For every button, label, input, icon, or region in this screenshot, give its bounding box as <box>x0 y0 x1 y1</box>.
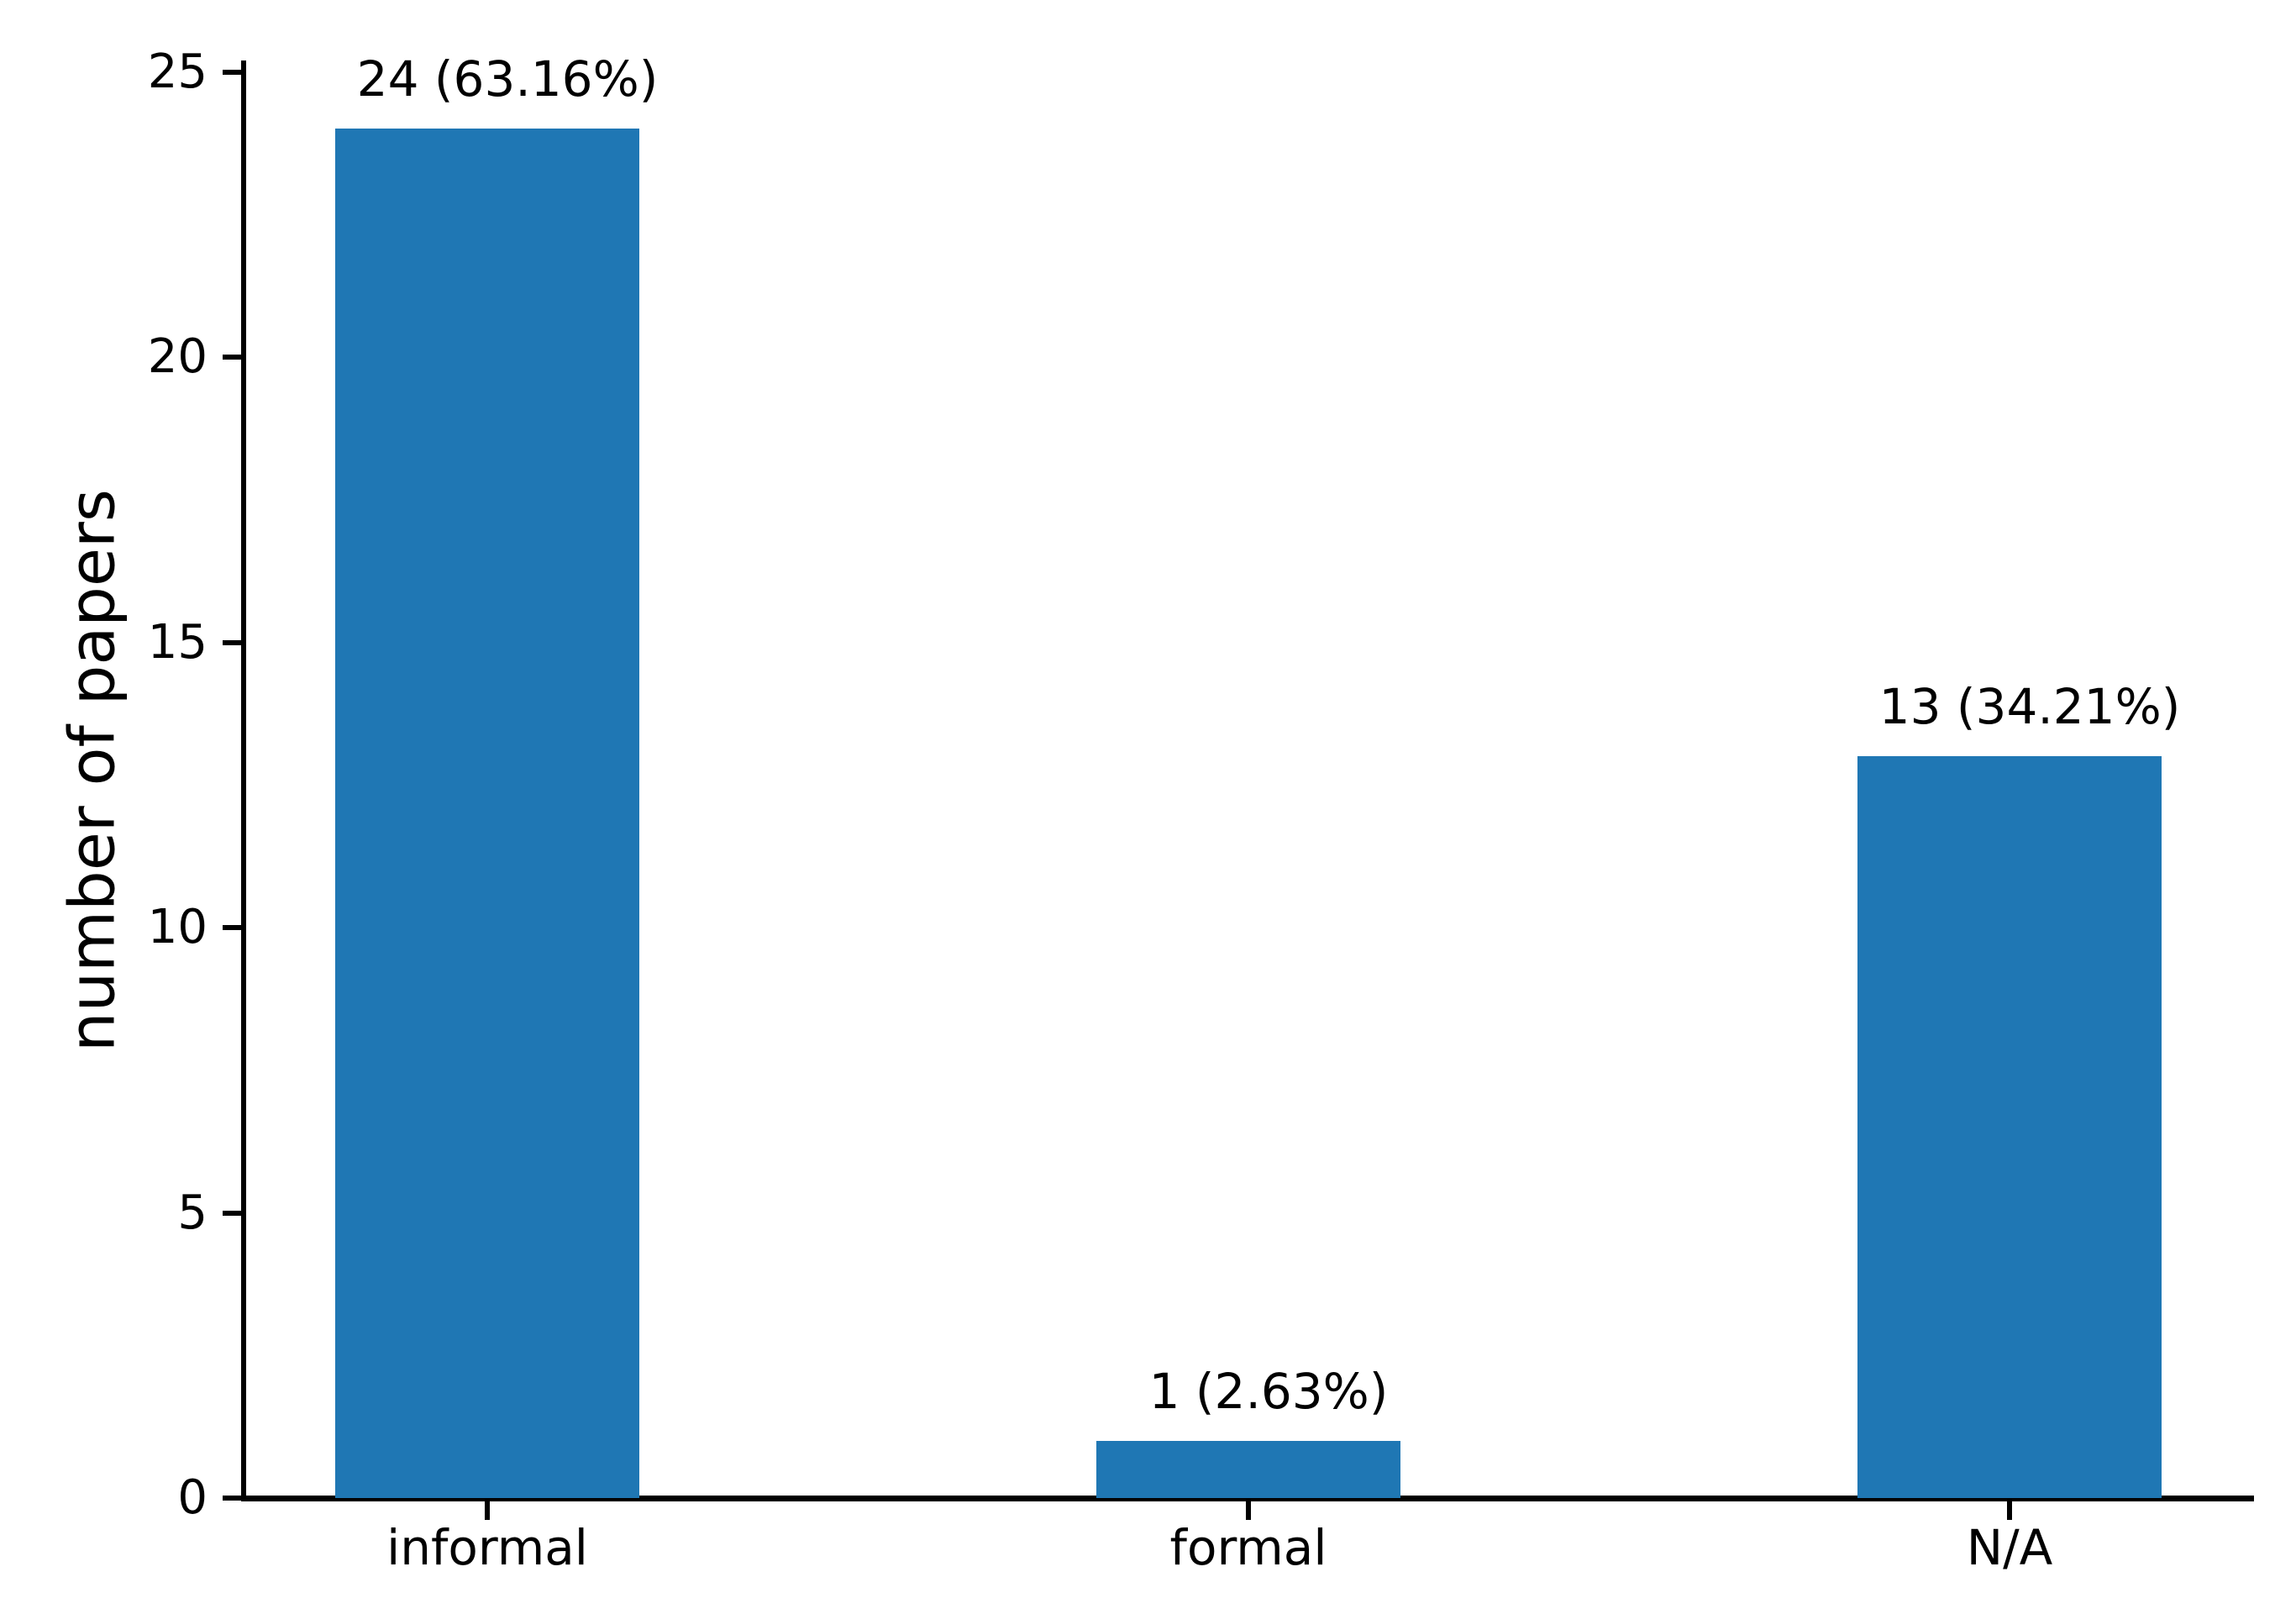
y-tick-mark <box>223 639 241 645</box>
y-tick-label: 10 <box>147 900 208 955</box>
y-tick-label: 20 <box>147 329 208 385</box>
x-axis-spine <box>241 1496 2254 1501</box>
y-tick-mark <box>223 69 241 75</box>
bar-n-a <box>1857 756 2162 1498</box>
bar-value-label-informal: 24 (63.16%) <box>356 50 659 108</box>
y-axis-spine <box>241 60 246 1501</box>
x-tick-label-informal: informal <box>386 1519 588 1576</box>
y-tick-mark <box>223 925 241 931</box>
y-tick-label: 25 <box>147 44 208 99</box>
x-tick-mark <box>485 1501 490 1520</box>
x-tick-mark <box>1246 1501 1251 1520</box>
bar-formal <box>1096 1441 1400 1498</box>
x-tick-mark <box>2007 1501 2012 1520</box>
y-tick-label: 0 <box>177 1470 208 1525</box>
y-tick-mark <box>223 1496 241 1501</box>
bar-value-label-formal: 1 (2.63%) <box>1148 1363 1389 1421</box>
x-tick-label-formal: formal <box>1169 1519 1327 1576</box>
x-tick-label-n-a: N/A <box>1966 1519 2053 1576</box>
y-tick-mark <box>223 355 241 360</box>
y-axis-label: number of papers <box>55 489 129 1052</box>
bar-informal <box>335 129 639 1498</box>
y-tick-label: 15 <box>147 614 208 670</box>
bar-value-label-n-a: 13 (34.21%) <box>1878 678 2181 736</box>
y-tick-mark <box>223 1210 241 1216</box>
y-tick-label: 5 <box>177 1185 208 1240</box>
